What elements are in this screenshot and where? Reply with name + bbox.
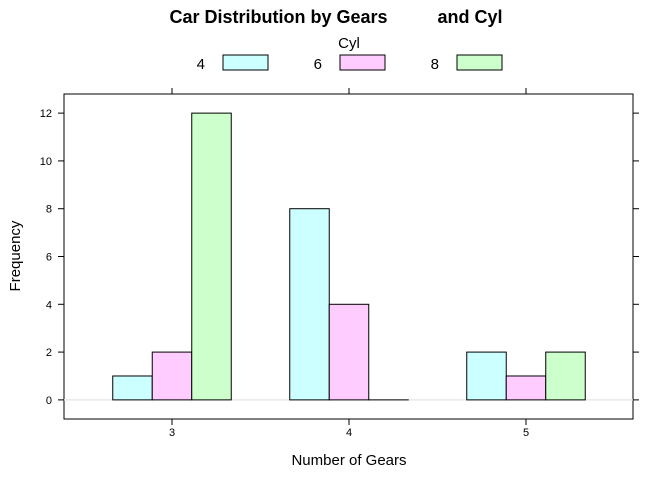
legend-swatch <box>456 54 503 71</box>
bar-cyl-4-gear-5 <box>466 351 507 401</box>
y-tick-label: 6 <box>46 252 52 264</box>
y-tick-label: 0 <box>46 395 52 407</box>
bar-cyl-4-gear-4 <box>289 208 330 401</box>
bar-cyl-6-gear-4 <box>328 303 370 401</box>
x-tick-label: 3 <box>169 427 175 439</box>
legend-swatch <box>339 54 386 71</box>
legend-label: 4 <box>197 56 205 73</box>
bar-cyl-8-gear-5 <box>545 351 586 401</box>
y-tick-label: 4 <box>46 299 52 311</box>
legend-swatch <box>222 54 269 71</box>
y-tick-label: 8 <box>46 204 52 216</box>
chart-title: Car Distribution by Gears and Cyl <box>169 7 502 27</box>
legend-label: 8 <box>431 56 439 73</box>
bar-cyl-6-gear-5 <box>505 375 547 401</box>
y-tick-label: 10 <box>40 156 52 168</box>
y-tick-label: 12 <box>40 108 52 120</box>
x-tick-label: 4 <box>346 427 352 439</box>
bars <box>112 112 586 401</box>
x-axis-label: Number of Gears <box>291 452 406 469</box>
bar-cyl-8-gear-3 <box>191 112 232 401</box>
legend-title: Cyl <box>338 35 360 52</box>
y-axis-label: Frequency <box>7 220 24 291</box>
legend: 4 6 8 <box>197 54 503 73</box>
x-tick-label: 5 <box>523 427 529 439</box>
x-axis: 3 4 5 <box>169 88 529 439</box>
bar-cyl-6-gear-3 <box>151 351 193 401</box>
bar-cyl-4-gear-3 <box>112 375 153 401</box>
y-tick-label: 2 <box>46 347 52 359</box>
legend-label: 6 <box>314 56 322 73</box>
y-axis: 0 2 4 6 8 10 12 <box>40 108 639 407</box>
